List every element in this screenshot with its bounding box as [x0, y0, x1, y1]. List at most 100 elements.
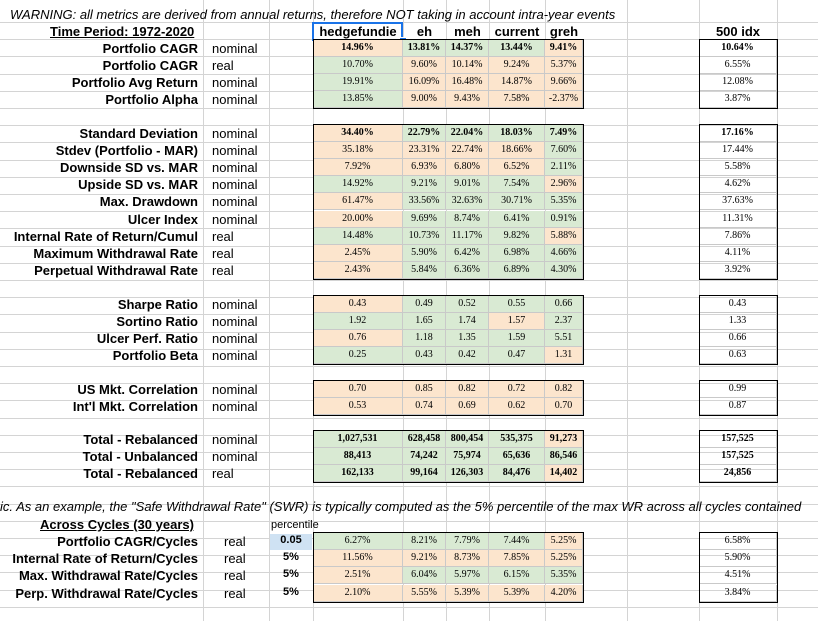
value-cell[interactable]: 10.14% [446, 57, 489, 74]
value-cell[interactable]: 4.30% [545, 262, 583, 279]
value-cell[interactable]: 7.49% [545, 125, 583, 142]
value-cell[interactable]: 0.43 [403, 347, 446, 364]
value-cell[interactable]: 5.39% [489, 585, 545, 602]
value-cell[interactable]: 86,546 [545, 448, 583, 465]
value-cell[interactable]: 7.44% [489, 533, 545, 550]
value-cell[interactable]: -2.37% [545, 91, 583, 108]
percentile-cell[interactable]: 5% [283, 551, 299, 563]
benchmark-cell[interactable]: 10.64% [699, 40, 777, 57]
value-cell[interactable]: 2.51% [313, 567, 403, 584]
percentile-cell[interactable]: 0.05 [270, 534, 312, 550]
value-cell[interactable]: 7.92% [313, 159, 403, 176]
value-cell[interactable]: 7.58% [489, 91, 545, 108]
value-cell[interactable]: 6.98% [489, 245, 545, 262]
value-cell[interactable]: 0.76 [313, 330, 403, 347]
value-cell[interactable]: 9.41% [545, 40, 583, 57]
benchmark-cell[interactable]: 17.16% [699, 125, 777, 142]
benchmark-cell[interactable]: 0.87 [699, 398, 777, 415]
value-cell[interactable]: 22.74% [446, 142, 489, 159]
value-cell[interactable]: 0.85 [403, 381, 446, 398]
value-cell[interactable]: 7.85% [489, 550, 545, 567]
value-cell[interactable]: 9.21% [403, 550, 446, 567]
value-cell[interactable]: 18.03% [489, 125, 545, 142]
value-cell[interactable]: 8.74% [446, 211, 489, 228]
value-cell[interactable]: 34.40% [313, 125, 403, 142]
value-cell[interactable]: 6.36% [446, 262, 489, 279]
value-cell[interactable]: 9.82% [489, 228, 545, 245]
value-cell[interactable]: 2.43% [313, 262, 403, 279]
value-cell[interactable]: 11.17% [446, 228, 489, 245]
value-cell[interactable]: 0.66 [545, 296, 583, 313]
value-cell[interactable]: 14,402 [545, 465, 583, 482]
column-header-greh[interactable]: greh [549, 24, 579, 39]
value-cell[interactable]: 8.73% [446, 550, 489, 567]
benchmark-cell[interactable]: 4.62% [699, 176, 777, 193]
value-cell[interactable]: 9.60% [403, 57, 446, 74]
value-cell[interactable]: 5.51 [545, 330, 583, 347]
value-cell[interactable]: 0.82 [545, 381, 583, 398]
value-cell[interactable]: 0.70 [545, 398, 583, 415]
value-cell[interactable]: 0.74 [403, 398, 446, 415]
value-cell[interactable]: 0.72 [489, 381, 545, 398]
value-cell[interactable]: 0.91% [545, 211, 583, 228]
value-cell[interactable]: 14.87% [489, 74, 545, 91]
value-cell[interactable]: 75,974 [446, 448, 489, 465]
benchmark-cell[interactable]: 6.58% [699, 533, 777, 550]
value-cell[interactable]: 1.31 [545, 347, 583, 364]
value-cell[interactable]: 1,027,531 [313, 431, 403, 448]
value-cell[interactable]: 14.48% [313, 228, 403, 245]
benchmark-cell[interactable]: 4.11% [699, 245, 777, 262]
value-cell[interactable]: 9.00% [403, 91, 446, 108]
value-cell[interactable]: 6.41% [489, 211, 545, 228]
value-cell[interactable]: 20.00% [313, 211, 403, 228]
value-cell[interactable]: 4.66% [545, 245, 583, 262]
value-cell[interactable]: 0.55 [489, 296, 545, 313]
value-cell[interactable]: 2.37 [545, 313, 583, 330]
value-cell[interactable]: 5.35% [545, 567, 583, 584]
value-cell[interactable]: 1.57 [489, 313, 545, 330]
value-cell[interactable]: 5.35% [545, 193, 583, 210]
value-cell[interactable]: 9.24% [489, 57, 545, 74]
value-cell[interactable]: 6.89% [489, 262, 545, 279]
value-cell[interactable]: 13.44% [489, 40, 545, 57]
value-cell[interactable]: 6.42% [446, 245, 489, 262]
value-cell[interactable]: 7.60% [545, 142, 583, 159]
value-cell[interactable]: 7.54% [489, 176, 545, 193]
value-cell[interactable]: 0.70 [313, 381, 403, 398]
value-cell[interactable]: 5.37% [545, 57, 583, 74]
value-cell[interactable]: 32.63% [446, 193, 489, 210]
value-cell[interactable]: 19.91% [313, 74, 403, 91]
value-cell[interactable]: 14.37% [446, 40, 489, 57]
value-cell[interactable]: 22.79% [403, 125, 446, 142]
value-cell[interactable]: 6.93% [403, 159, 446, 176]
value-cell[interactable]: 9.21% [403, 176, 446, 193]
value-cell[interactable]: 2.10% [313, 585, 403, 602]
column-header-hedgefundie[interactable]: hedgefundie [319, 24, 397, 39]
value-cell[interactable]: 61.47% [313, 193, 403, 210]
value-cell[interactable]: 14.96% [313, 40, 403, 57]
value-cell[interactable]: 0.69 [446, 398, 489, 415]
value-cell[interactable]: 65,636 [489, 448, 545, 465]
value-cell[interactable]: 5.88% [545, 228, 583, 245]
value-cell[interactable]: 0.82 [446, 381, 489, 398]
value-cell[interactable]: 13.81% [403, 40, 446, 57]
value-cell[interactable]: 9.01% [446, 176, 489, 193]
benchmark-cell[interactable]: 5.58% [699, 159, 777, 176]
value-cell[interactable]: 9.66% [545, 74, 583, 91]
value-cell[interactable]: 7.79% [446, 533, 489, 550]
value-cell[interactable]: 16.48% [446, 74, 489, 91]
value-cell[interactable]: 0.53 [313, 398, 403, 415]
benchmark-cell[interactable]: 1.33 [699, 313, 777, 330]
value-cell[interactable]: 0.52 [446, 296, 489, 313]
value-cell[interactable]: 2.45% [313, 245, 403, 262]
value-cell[interactable]: 5.25% [545, 533, 583, 550]
value-cell[interactable]: 14.92% [313, 176, 403, 193]
percentile-cell[interactable]: 5% [283, 586, 299, 598]
value-cell[interactable]: 23.31% [403, 142, 446, 159]
value-cell[interactable]: 74,242 [403, 448, 446, 465]
value-cell[interactable]: 4.20% [545, 585, 583, 602]
value-cell[interactable]: 84,476 [489, 465, 545, 482]
value-cell[interactable]: 800,454 [446, 431, 489, 448]
value-cell[interactable]: 6.80% [446, 159, 489, 176]
